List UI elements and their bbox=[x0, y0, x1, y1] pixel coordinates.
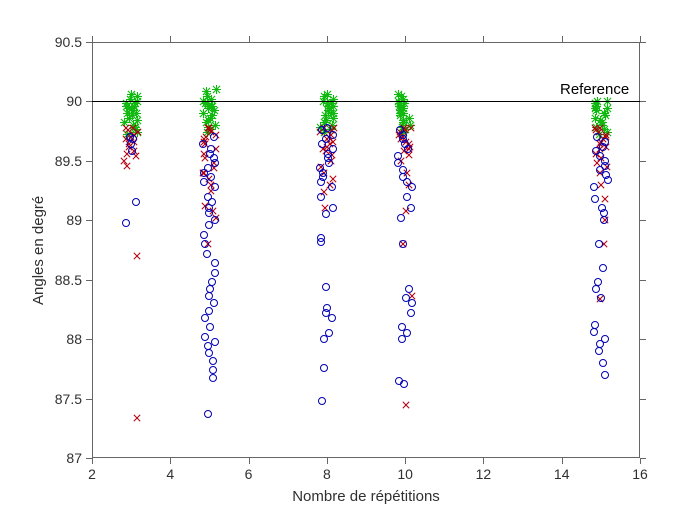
y-tick bbox=[86, 399, 92, 400]
x-tick bbox=[170, 36, 171, 42]
x-tick bbox=[405, 36, 406, 42]
y-tick-label: 90.5 bbox=[0, 34, 82, 50]
x-tick-label: 8 bbox=[323, 466, 331, 482]
x-tick-label: 16 bbox=[632, 466, 648, 482]
y-tick bbox=[640, 458, 646, 459]
x-axis-label: Nombre de répétitions bbox=[292, 488, 440, 505]
y-tick bbox=[86, 220, 92, 221]
scatter-chart: 2468101214168787.58888.58989.59090.5 Nom… bbox=[0, 0, 700, 525]
y-tick bbox=[640, 101, 646, 102]
y-tick bbox=[86, 280, 92, 281]
y-tick bbox=[86, 42, 92, 43]
x-tick-label: 2 bbox=[88, 466, 96, 482]
reference-line bbox=[92, 101, 640, 102]
y-tick-label: 90 bbox=[0, 93, 82, 109]
y-tick bbox=[640, 280, 646, 281]
x-tick bbox=[562, 36, 563, 42]
y-tick bbox=[86, 161, 92, 162]
x-tick bbox=[170, 458, 171, 464]
y-tick bbox=[640, 339, 646, 340]
y-axis-label: Angles en degré bbox=[30, 196, 47, 305]
y-tick bbox=[640, 399, 646, 400]
x-tick bbox=[92, 36, 93, 42]
y-tick bbox=[86, 458, 92, 459]
x-tick bbox=[483, 458, 484, 464]
x-tick-label: 6 bbox=[245, 466, 253, 482]
x-tick-label: 10 bbox=[397, 466, 413, 482]
x-tick bbox=[249, 458, 250, 464]
x-tick bbox=[483, 36, 484, 42]
y-tick-label: 87.5 bbox=[0, 391, 82, 407]
x-tick bbox=[92, 458, 93, 464]
x-tick bbox=[562, 458, 563, 464]
y-tick-label: 89.5 bbox=[0, 153, 82, 169]
x-tick-label: 14 bbox=[554, 466, 570, 482]
y-tick bbox=[640, 161, 646, 162]
reference-label: Reference bbox=[560, 81, 629, 98]
x-tick bbox=[405, 458, 406, 464]
y-tick bbox=[640, 220, 646, 221]
y-tick-label: 87 bbox=[0, 450, 82, 466]
plot-area bbox=[92, 42, 640, 458]
x-tick bbox=[327, 458, 328, 464]
x-tick bbox=[249, 36, 250, 42]
y-tick bbox=[640, 42, 646, 43]
x-tick bbox=[327, 36, 328, 42]
y-tick-label: 88 bbox=[0, 331, 82, 347]
x-tick-label: 12 bbox=[476, 466, 492, 482]
x-tick-label: 4 bbox=[166, 466, 174, 482]
y-tick bbox=[86, 339, 92, 340]
